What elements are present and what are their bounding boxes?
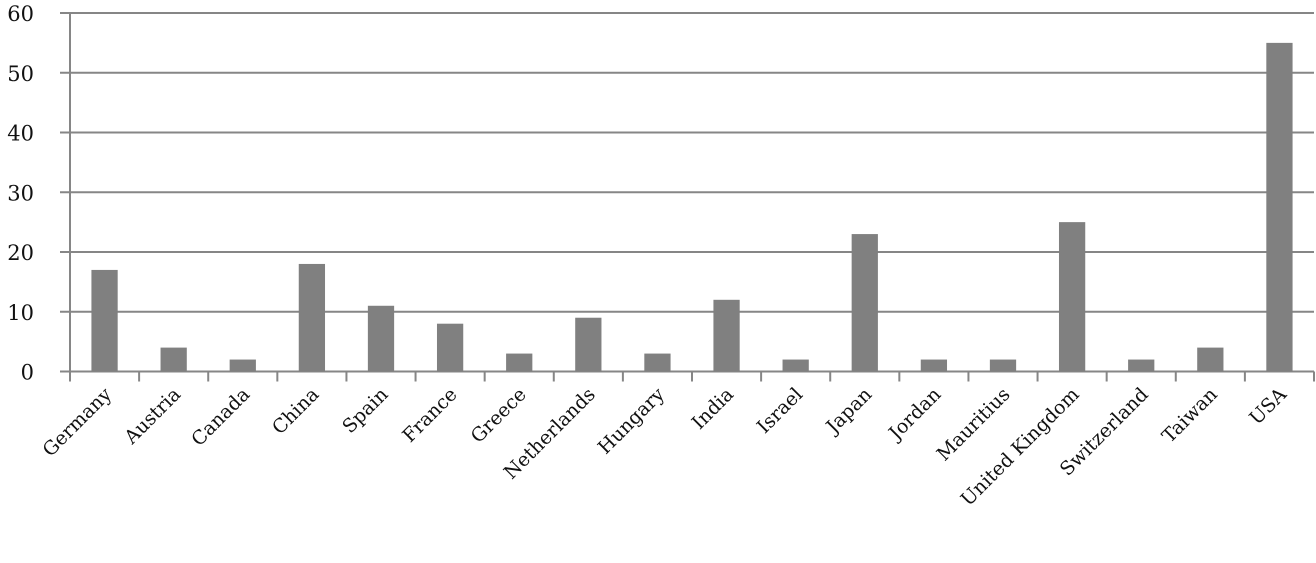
- x-tick-label: India: [688, 383, 738, 433]
- x-tick-label: Jordan: [883, 383, 945, 445]
- bar-greece: [506, 353, 533, 372]
- y-tick-label: 20: [7, 241, 34, 265]
- y-tick-label: 40: [7, 122, 34, 146]
- bar-jordan: [920, 359, 948, 372]
- x-tick-label: Austria: [120, 383, 186, 449]
- y-tick-label: 30: [7, 181, 34, 205]
- x-tick-label: United Kingdom: [957, 383, 1084, 510]
- bar-japan: [851, 234, 878, 372]
- x-tick-label: Hungary: [594, 383, 669, 458]
- x-tick-label: Israel: [753, 383, 807, 437]
- x-tick-label: Germany: [38, 383, 116, 461]
- bar-canada: [229, 359, 256, 372]
- bar-china: [298, 263, 326, 372]
- bar-israel: [782, 359, 809, 372]
- x-tick-label: China: [268, 383, 323, 438]
- bar-switzerland: [1128, 359, 1155, 372]
- x-tick-label: Japan: [821, 383, 877, 439]
- bar-austria: [160, 347, 187, 372]
- bar-hungary: [644, 353, 671, 372]
- x-tick-label: Spain: [338, 383, 392, 437]
- bar-mauritius: [989, 359, 1017, 372]
- bar-france: [436, 323, 464, 372]
- x-tick-label: Greece: [467, 383, 531, 447]
- bar-usa: [1266, 42, 1293, 372]
- y-tick-label: 50: [7, 62, 34, 86]
- bar-spain: [367, 305, 395, 372]
- y-tick-label: 0: [21, 361, 34, 385]
- bar-taiwan: [1197, 347, 1224, 372]
- y-tick-label: 10: [7, 301, 34, 325]
- y-tick-label: 60: [7, 2, 34, 26]
- x-tick-label: Taiwan: [1158, 383, 1222, 447]
- x-tick-label: France: [398, 383, 461, 446]
- x-tick-label: Canada: [187, 383, 254, 450]
- bar-netherlands: [575, 317, 602, 372]
- bar-united-kingdom: [1058, 222, 1086, 372]
- bar-india: [713, 299, 740, 372]
- x-tick-label: USA: [1245, 383, 1291, 429]
- bar-germany: [91, 269, 118, 372]
